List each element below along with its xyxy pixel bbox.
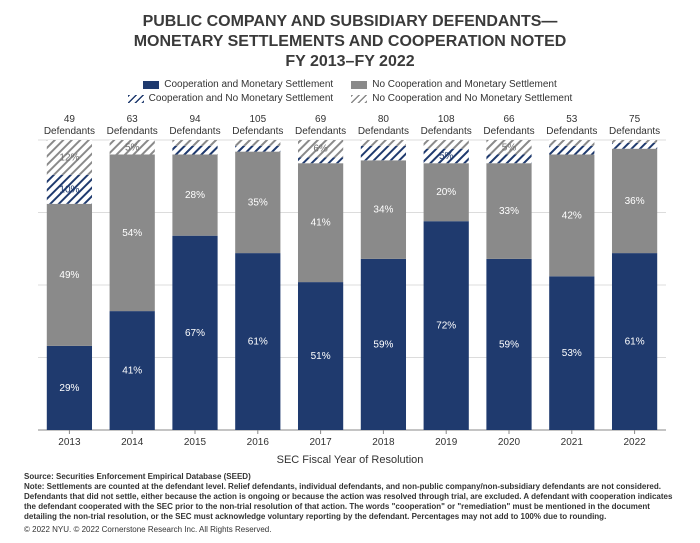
svg-text:Defendants: Defendants [609, 126, 660, 137]
legend-swatch-coop-nomon [128, 95, 144, 103]
legend-label-coop-nomon: Cooperation and No Monetary Settlement [149, 92, 334, 106]
svg-text:63: 63 [127, 114, 139, 125]
svg-text:2015: 2015 [184, 437, 207, 448]
svg-text:5%: 5% [502, 142, 517, 153]
svg-text:6%: 6% [313, 144, 328, 155]
legend-item-coop-nomon: Cooperation and No Monetary Settlement [128, 92, 334, 106]
svg-text:108: 108 [438, 114, 455, 125]
legend-swatch-nocoop-mon [351, 81, 367, 89]
svg-text:2020: 2020 [498, 437, 521, 448]
svg-text:42%: 42% [562, 210, 582, 221]
svg-text:34%: 34% [373, 205, 393, 216]
title-line-2: MONETARY SETTLEMENTS AND COOPERATION NOT… [24, 32, 676, 52]
svg-text:59%: 59% [373, 339, 393, 350]
svg-text:2014: 2014 [121, 437, 144, 448]
chart-plot-area: 201349Defendants201463Defendants201594De… [24, 110, 676, 452]
svg-text:Defendants: Defendants [483, 126, 534, 137]
svg-text:61%: 61% [625, 337, 645, 348]
footer-note: Note: Settlements are counted at the def… [24, 482, 676, 522]
x-axis-label: SEC Fiscal Year of Resolution [24, 454, 676, 466]
svg-text:5%: 5% [125, 142, 140, 153]
legend-label-nocoop-nomon: No Cooperation and No Monetary Settlemen… [372, 92, 572, 106]
svg-text:51%: 51% [311, 351, 331, 362]
svg-text:80: 80 [378, 114, 390, 125]
legend-item-coop-mon: Cooperation and Monetary Settlement [143, 78, 333, 92]
svg-text:75: 75 [629, 114, 641, 125]
svg-text:20%: 20% [436, 187, 456, 198]
svg-text:35%: 35% [248, 197, 268, 208]
svg-text:28%: 28% [185, 190, 205, 201]
svg-text:94: 94 [189, 114, 201, 125]
legend-item-nocoop-nomon: No Cooperation and No Monetary Settlemen… [351, 92, 572, 106]
svg-text:10%: 10% [59, 184, 79, 195]
chart-svg: 201349Defendants201463Defendants201594De… [24, 110, 676, 452]
svg-text:Defendants: Defendants [295, 126, 346, 137]
svg-text:49%: 49% [59, 270, 79, 281]
legend-item-nocoop-mon: No Cooperation and Monetary Settlement [351, 78, 557, 92]
legend-label-nocoop-mon: No Cooperation and Monetary Settlement [372, 78, 557, 92]
legend-label-coop-mon: Cooperation and Monetary Settlement [164, 78, 333, 92]
svg-text:Defendants: Defendants [546, 126, 597, 137]
chart-container: PUBLIC COMPANY AND SUBSIDIARY DEFENDANTS… [0, 0, 700, 543]
svg-text:Defendants: Defendants [44, 126, 95, 137]
svg-text:67%: 67% [185, 328, 205, 339]
svg-text:2022: 2022 [623, 437, 646, 448]
svg-text:54%: 54% [122, 228, 142, 239]
svg-text:2016: 2016 [247, 437, 270, 448]
svg-text:41%: 41% [311, 218, 331, 229]
svg-text:Defendants: Defendants [358, 126, 409, 137]
title-line-1: PUBLIC COMPANY AND SUBSIDIARY DEFENDANTS… [24, 12, 676, 32]
svg-text:5%: 5% [439, 151, 454, 162]
svg-text:2018: 2018 [372, 437, 395, 448]
svg-text:41%: 41% [122, 366, 142, 377]
chart-title: PUBLIC COMPANY AND SUBSIDIARY DEFENDANTS… [24, 12, 676, 72]
svg-text:69: 69 [315, 114, 327, 125]
legend: Cooperation and Monetary Settlement No C… [24, 78, 676, 106]
legend-row-2: Cooperation and No Monetary Settlement N… [24, 92, 676, 106]
svg-text:2021: 2021 [561, 437, 584, 448]
svg-text:36%: 36% [625, 196, 645, 207]
svg-text:53%: 53% [562, 348, 582, 359]
svg-text:2013: 2013 [58, 437, 81, 448]
footer: Source: Securities Enforcement Empirical… [24, 472, 676, 535]
svg-text:2019: 2019 [435, 437, 458, 448]
svg-text:53: 53 [566, 114, 578, 125]
svg-text:72%: 72% [436, 321, 456, 332]
svg-text:12%: 12% [59, 152, 79, 163]
svg-text:Defendants: Defendants [232, 126, 283, 137]
svg-text:Defendants: Defendants [169, 126, 220, 137]
svg-text:Defendants: Defendants [421, 126, 472, 137]
svg-text:33%: 33% [499, 206, 519, 217]
svg-text:2017: 2017 [309, 437, 332, 448]
footer-copyright: © 2022 NYU. © 2022 Cornerstone Research … [24, 525, 676, 535]
svg-text:61%: 61% [248, 337, 268, 348]
svg-text:Defendants: Defendants [107, 126, 158, 137]
footer-source: Source: Securities Enforcement Empirical… [24, 472, 676, 482]
svg-text:105: 105 [249, 114, 266, 125]
legend-row-1: Cooperation and Monetary Settlement No C… [24, 78, 676, 92]
legend-swatch-coop-mon [143, 81, 159, 89]
svg-text:59%: 59% [499, 339, 519, 350]
legend-swatch-nocoop-nomon [351, 95, 367, 103]
svg-text:29%: 29% [59, 383, 79, 394]
title-line-3: FY 2013–FY 2022 [24, 52, 676, 72]
svg-text:66: 66 [503, 114, 515, 125]
svg-text:49: 49 [64, 114, 76, 125]
